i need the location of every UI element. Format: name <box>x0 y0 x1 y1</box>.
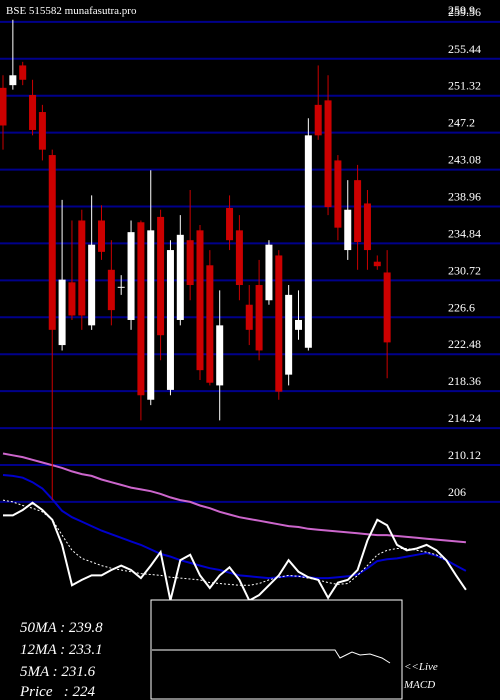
candle-body <box>265 244 273 301</box>
candle-body <box>137 222 145 396</box>
candle-body <box>68 282 76 316</box>
macd-label: MACD <box>403 679 435 691</box>
y-tick-label: 214.24 <box>448 411 481 425</box>
candle-body <box>245 304 253 330</box>
indicator-line <box>2 499 447 586</box>
candle-body <box>285 294 293 375</box>
max-label: 259.9 <box>448 3 475 17</box>
macd-line <box>152 649 391 664</box>
stat: Price : 224 <box>19 684 95 700</box>
candle-body <box>304 135 312 348</box>
candle-body <box>117 286 125 288</box>
candle-body <box>235 230 243 286</box>
macd-label: <<Live <box>404 661 438 673</box>
candle-body <box>19 65 27 80</box>
stat: 12MA : 233.1 <box>20 642 103 658</box>
indicator-lines <box>2 452 467 602</box>
candle-body <box>176 234 184 320</box>
y-tick-label: 226.6 <box>448 300 475 314</box>
stat: 50MA : 239.8 <box>20 620 103 636</box>
candles <box>0 19 391 501</box>
y-tick-label: 234.84 <box>448 226 481 240</box>
candle-body <box>255 285 263 351</box>
candle-body <box>186 240 194 286</box>
candle-body <box>48 155 56 330</box>
labels: 259.56 255.44 251.32 247.2 243.08 238.96 234.8… <box>448 5 481 499</box>
candle-body <box>38 112 46 150</box>
y-tick-label: 251.32 <box>448 79 481 93</box>
candle-body <box>344 209 352 251</box>
y-tick-label: 255.44 <box>448 42 481 56</box>
candle-body <box>29 95 37 130</box>
indicator-line <box>2 452 466 544</box>
candle-body <box>206 265 214 383</box>
y-tick-label: 230.72 <box>448 263 481 277</box>
stat: 5MA : 231.6 <box>20 664 96 680</box>
candle-body <box>226 207 234 241</box>
candle-body <box>107 269 115 311</box>
candle-body <box>196 230 204 371</box>
grid <box>0 20 500 503</box>
candle-body <box>354 180 362 242</box>
y-tick-label: 243.08 <box>448 153 481 167</box>
indicator-line <box>2 474 467 580</box>
candle-body <box>314 104 322 136</box>
candle-body <box>275 255 283 392</box>
y-tick-label: 218.36 <box>448 374 481 388</box>
candle-body <box>88 244 96 326</box>
candle-body <box>216 325 224 386</box>
y-tick-label: 259.56 <box>448 5 481 19</box>
candle-body <box>127 232 135 320</box>
chart-title: BSE 515582 munafasutra.pro <box>6 5 137 17</box>
candle-body <box>383 272 391 343</box>
candle-body <box>98 220 105 252</box>
candle-body <box>0 87 7 126</box>
candle-body <box>78 220 86 316</box>
y-tick-label: 222.48 <box>448 337 481 351</box>
candle-body <box>166 250 174 390</box>
y-tick-label: 206 <box>448 485 466 499</box>
candle-body <box>373 261 381 267</box>
indicator-line <box>3 501 467 602</box>
y-tick-label: 210.12 <box>448 448 481 462</box>
candle-body <box>147 230 155 400</box>
candle-body <box>324 100 332 208</box>
candle-body <box>9 75 17 86</box>
candle-body <box>58 279 66 346</box>
candle-body <box>363 203 371 251</box>
candle-body <box>334 160 342 228</box>
y-tick-label: 238.96 <box>448 190 481 204</box>
candle-body <box>295 319 302 330</box>
candle-body <box>157 216 165 336</box>
y-tick-label: 247.2 <box>448 116 475 130</box>
